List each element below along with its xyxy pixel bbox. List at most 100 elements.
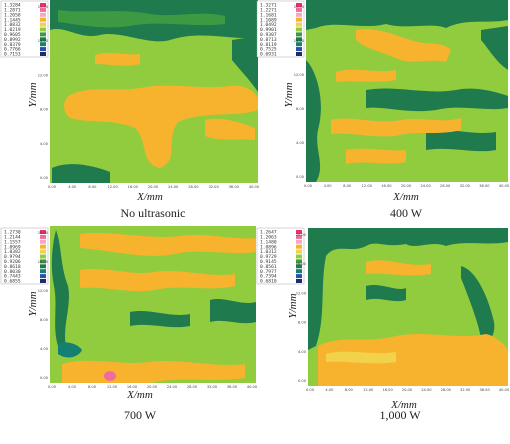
heatmap-700w: 1.27301.21441.15571.09691.03820.97940.92… (0, 226, 258, 401)
y-axis-label: Y/mm (287, 293, 299, 318)
legend-label: 0.6855 (4, 279, 21, 285)
x-tick-label: 8.00 (88, 185, 97, 189)
x-tick-label: 40.00 (247, 385, 258, 389)
y-tick-label: 16.00 (294, 39, 305, 43)
y-tick-label: 20.00 (38, 231, 49, 235)
legend-swatch (40, 264, 46, 269)
legend-label: 0.7525 (260, 47, 277, 53)
x-axis-label: X/mm (126, 389, 153, 401)
legend-swatch (296, 22, 302, 27)
x-tick-label: 28.00 (441, 388, 452, 392)
heatmap-1000w: 1.26471.20631.14801.08961.03120.97290.91… (256, 227, 510, 411)
contour-region (64, 85, 258, 168)
legend-label: 1.0969 (4, 244, 21, 250)
legend-label: 1.2144 (4, 235, 21, 241)
legend-swatch (40, 32, 46, 37)
y-tick-label: 16.00 (38, 39, 49, 43)
legend-swatch (40, 27, 46, 32)
caption-700w: 700 W (123, 408, 157, 422)
y-tick-label: 16.00 (38, 260, 49, 264)
legend-swatch (296, 42, 302, 47)
legend-label: 1.2647 (260, 230, 277, 236)
y-tick-label: 20.00 (294, 5, 305, 9)
y-tick-label: 16.00 (296, 262, 307, 266)
legend-label: 1.2271 (260, 8, 277, 14)
legend-label: 0.8992 (4, 37, 21, 43)
contour-region (80, 269, 235, 292)
y-tick-label: 4.00 (40, 347, 49, 351)
panel-1000w: 1.2647 1.2063 1.1480 1.0896 1.0312 0.9729 0.91… (256, 226, 510, 426)
heatmap-400w: 1.32711.22711.16811.10891.04920.99010.93… (256, 0, 510, 203)
legend-swatch (40, 37, 46, 42)
contour-region (306, 0, 508, 30)
y-tick-label: 0.00 (298, 379, 307, 383)
x-tick-label: 16.00 (128, 185, 139, 189)
x-axis-label: X/mm (136, 191, 163, 203)
contour-region (52, 164, 110, 183)
contour-region (356, 29, 451, 62)
x-tick-label: 8.00 (88, 385, 97, 389)
x-tick-label: 40.00 (249, 185, 260, 189)
x-tick-label: 0.00 (48, 185, 57, 189)
legend-label: 0.8030 (4, 269, 21, 275)
x-tick-label: 28.00 (187, 385, 198, 389)
legend-swatch (296, 259, 302, 264)
legend-swatch (40, 42, 46, 47)
x-tick-label: 36.00 (479, 388, 490, 392)
x-axis-label: X/mm (390, 399, 417, 411)
legend-swatch (40, 52, 46, 56)
heatmap-no-ultrasonic: 1.32841.28711.20581.14451.08321.02190.96… (0, 0, 260, 203)
y-axis-label: Y/mm (27, 82, 39, 107)
x-tick-label: 24.00 (168, 185, 179, 189)
contour-region (331, 118, 461, 137)
legend-swatch (40, 12, 46, 17)
legend-label: 0.7766 (4, 47, 21, 53)
legend: 1.26471.20631.14801.08961.03120.97290.91… (256, 227, 305, 285)
legend-label: 0.9206 (4, 259, 21, 265)
y-axis-label: Y/mm (27, 291, 39, 316)
legend-swatch (40, 47, 46, 52)
x-tick-label: 12.00 (107, 185, 118, 189)
y-tick-label: 0.00 (296, 175, 305, 179)
x-tick-label: 4.00 (324, 184, 333, 188)
legend-label: 1.0492 (260, 22, 277, 28)
legend-swatch (296, 32, 302, 37)
legend-label: 0.9145 (260, 259, 277, 265)
legend-label: 1.3284 (4, 3, 21, 9)
x-tick-label: 40.00 (499, 184, 510, 188)
x-tick-label: 4.00 (325, 388, 334, 392)
legend-swatch (296, 37, 302, 42)
contour-region (481, 26, 508, 70)
y-tick-label: 4.00 (296, 141, 305, 145)
y-tick-label: 0.00 (40, 176, 49, 180)
legend-swatch (296, 264, 302, 269)
legend-label: 1.2871 (4, 8, 21, 14)
contour-region (326, 351, 396, 364)
legend-swatch (296, 249, 302, 254)
panel-no-ultrasonic: 1.3284 1.2871 1.2058 1.1445 1.0832 1.0219 0.96… (0, 0, 262, 210)
legend-swatch (40, 22, 46, 27)
legend-label: 0.7977 (260, 269, 277, 275)
contour-region (95, 52, 140, 66)
legend-swatch (296, 234, 302, 239)
y-tick-label: 8.00 (40, 318, 49, 322)
x-tick-label: 24.00 (421, 388, 432, 392)
x-tick-label: 12.00 (107, 385, 118, 389)
x-tick-label: 8.00 (343, 184, 352, 188)
legend-label: 1.1557 (4, 239, 21, 245)
y-tick-label: 8.00 (298, 321, 307, 325)
legend-swatch (296, 7, 302, 12)
y-axis-label: Y/mm (283, 82, 295, 107)
panel-400w: 1.3271 1.2271 1.1681 1.1089 1.0492 0.9901 0.93… (256, 0, 510, 210)
contour-region (336, 69, 396, 82)
contour-region (346, 148, 406, 164)
x-tick-label: 28.00 (440, 184, 451, 188)
x-tick-label: 24.00 (420, 184, 431, 188)
legend-label: 1.3271 (260, 3, 277, 9)
legend-label: 0.7153 (4, 52, 21, 58)
legend-label: 0.9605 (4, 32, 21, 38)
y-tick-label: 0.00 (40, 376, 49, 380)
y-tick-label: 12.00 (38, 73, 49, 77)
legend-label: 1.1445 (4, 17, 21, 23)
legend-swatch (40, 249, 46, 254)
